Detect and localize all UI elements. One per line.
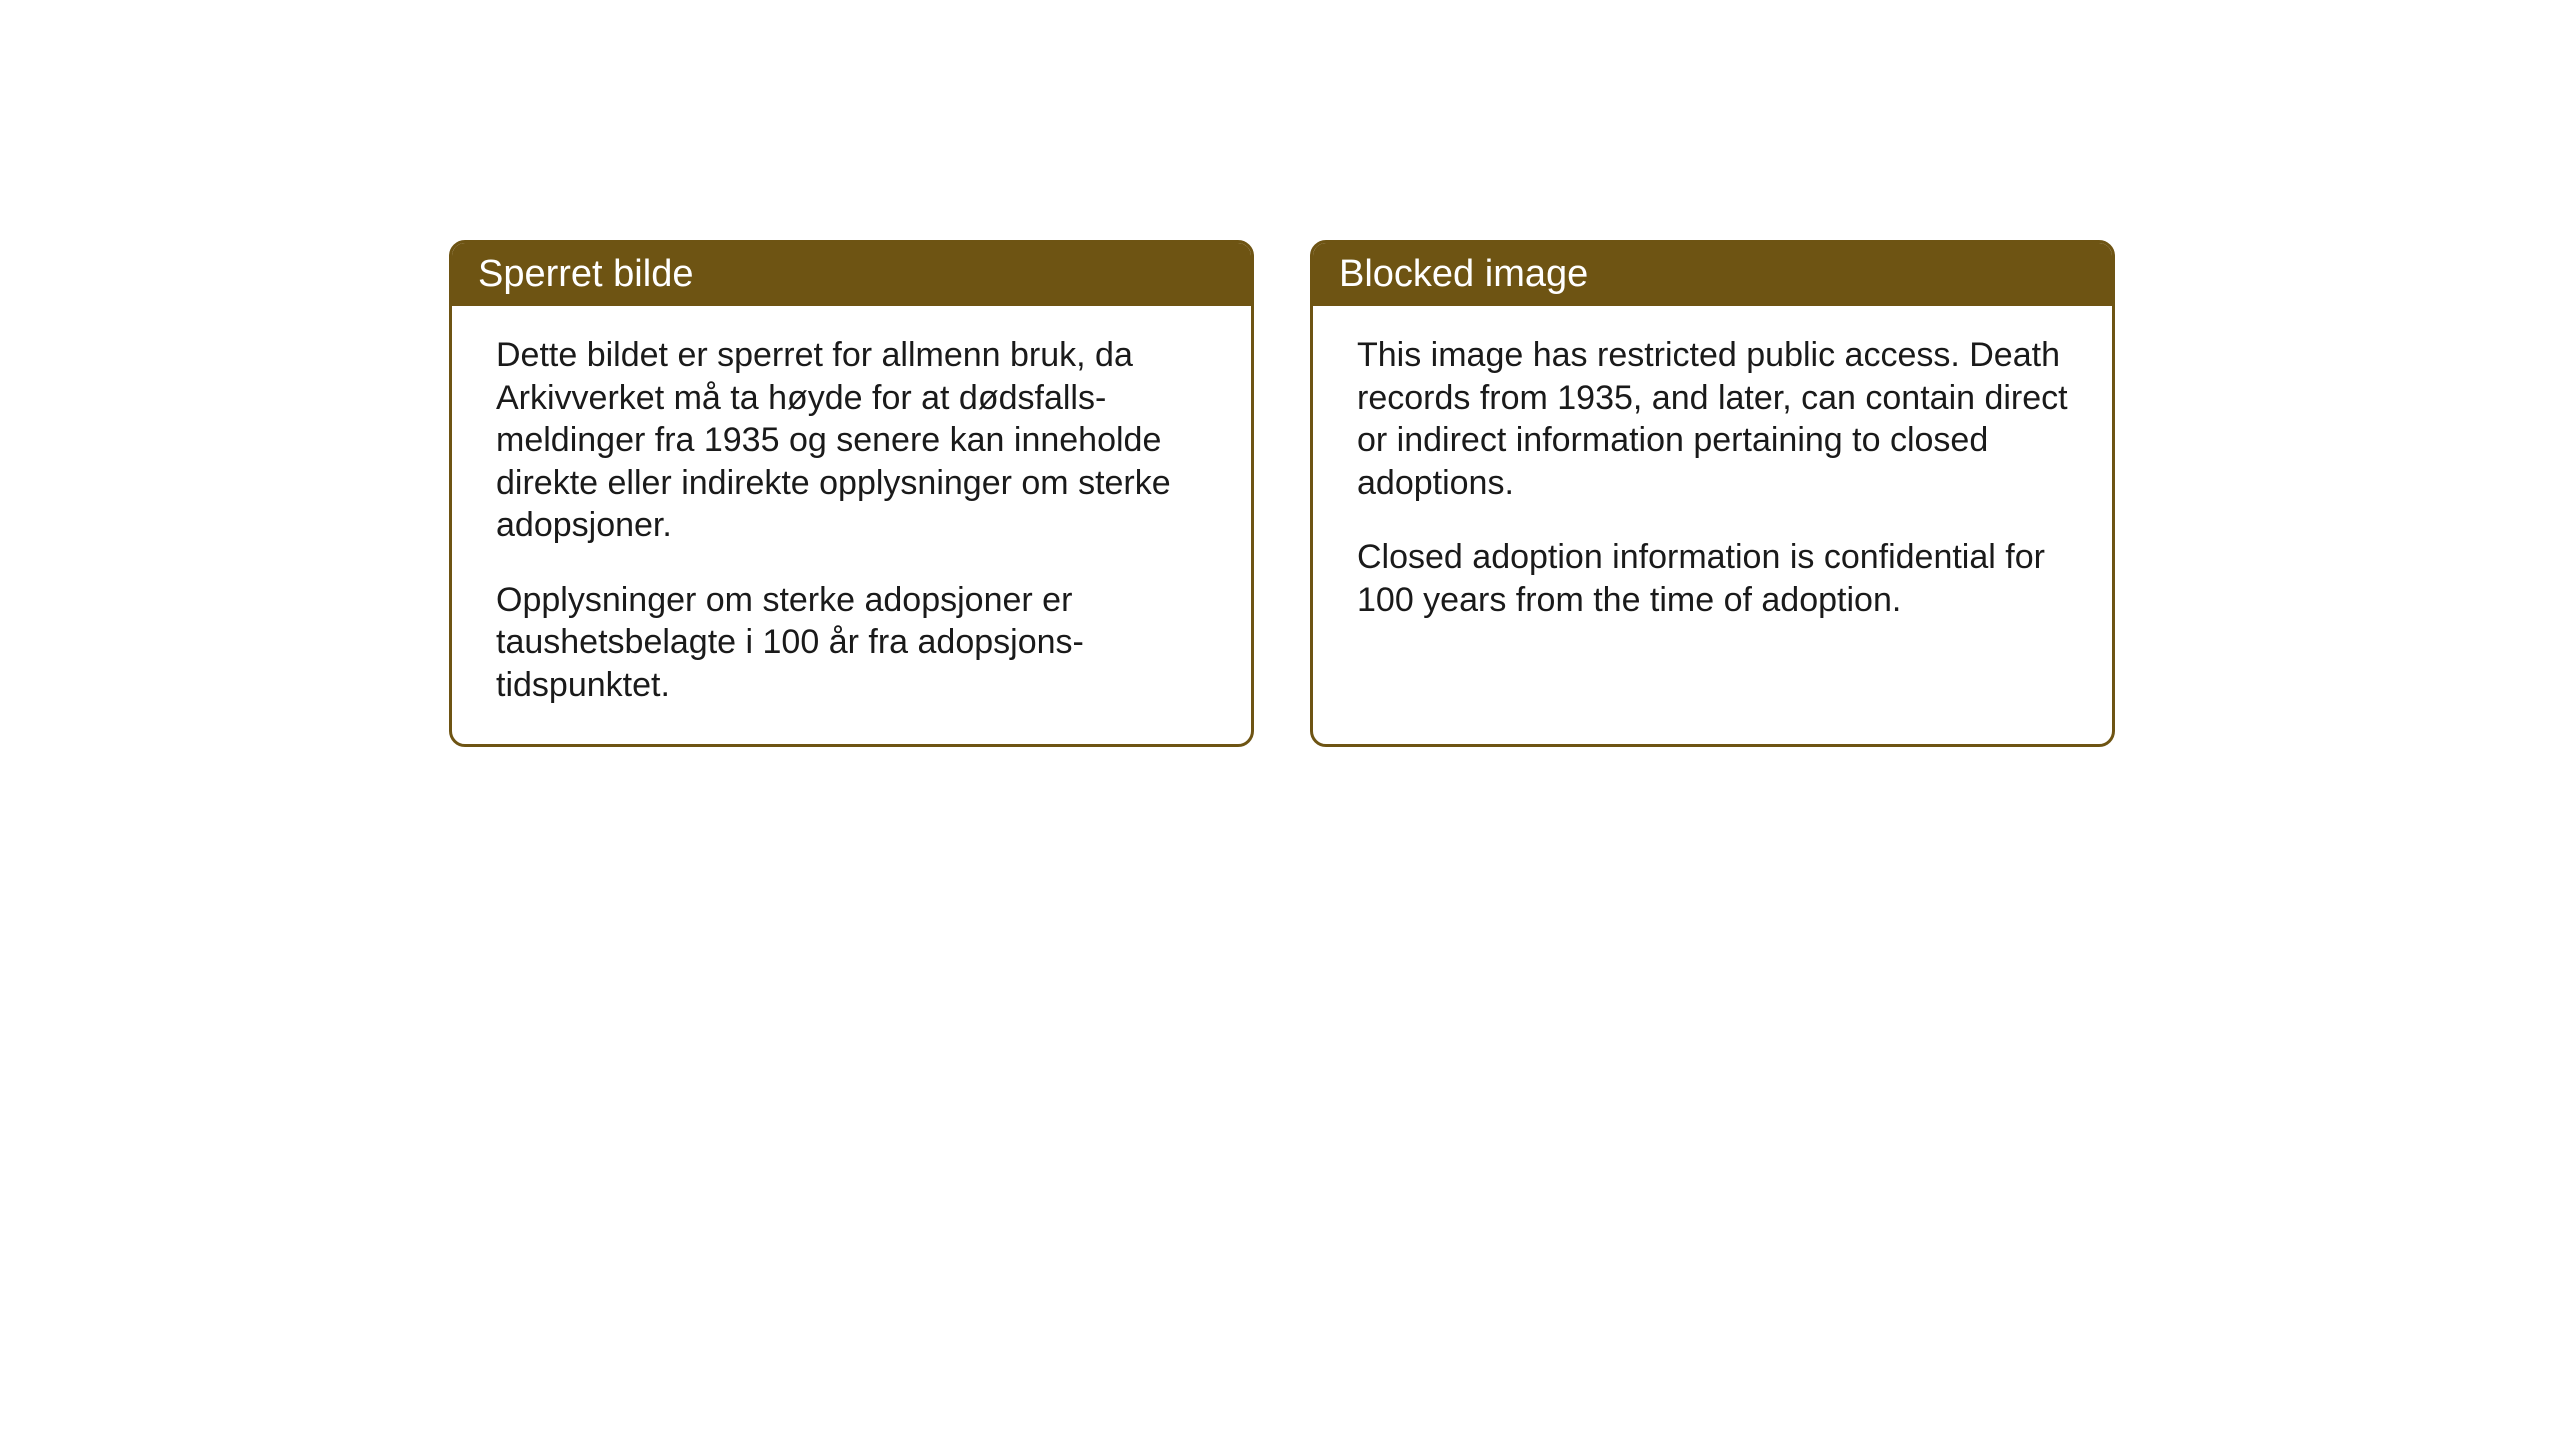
notice-header-english: Blocked image bbox=[1313, 243, 2112, 306]
notice-body-norwegian: Dette bildet er sperret for allmenn bruk… bbox=[452, 306, 1251, 744]
notice-header-norwegian: Sperret bilde bbox=[452, 243, 1251, 306]
notice-paragraph2-norwegian: Opplysninger om sterke adopsjoner er tau… bbox=[496, 579, 1207, 707]
notice-box-norwegian: Sperret bilde Dette bildet er sperret fo… bbox=[449, 240, 1254, 747]
notice-paragraph2-english: Closed adoption information is confident… bbox=[1357, 536, 2068, 621]
notice-paragraph1-norwegian: Dette bildet er sperret for allmenn bruk… bbox=[496, 334, 1207, 547]
notice-body-english: This image has restricted public access.… bbox=[1313, 306, 2112, 659]
notice-paragraph1-english: This image has restricted public access.… bbox=[1357, 334, 2068, 504]
notice-title-english: Blocked image bbox=[1339, 253, 1588, 295]
notice-box-english: Blocked image This image has restricted … bbox=[1310, 240, 2115, 747]
notice-container: Sperret bilde Dette bildet er sperret fo… bbox=[449, 240, 2115, 747]
notice-title-norwegian: Sperret bilde bbox=[478, 253, 693, 295]
